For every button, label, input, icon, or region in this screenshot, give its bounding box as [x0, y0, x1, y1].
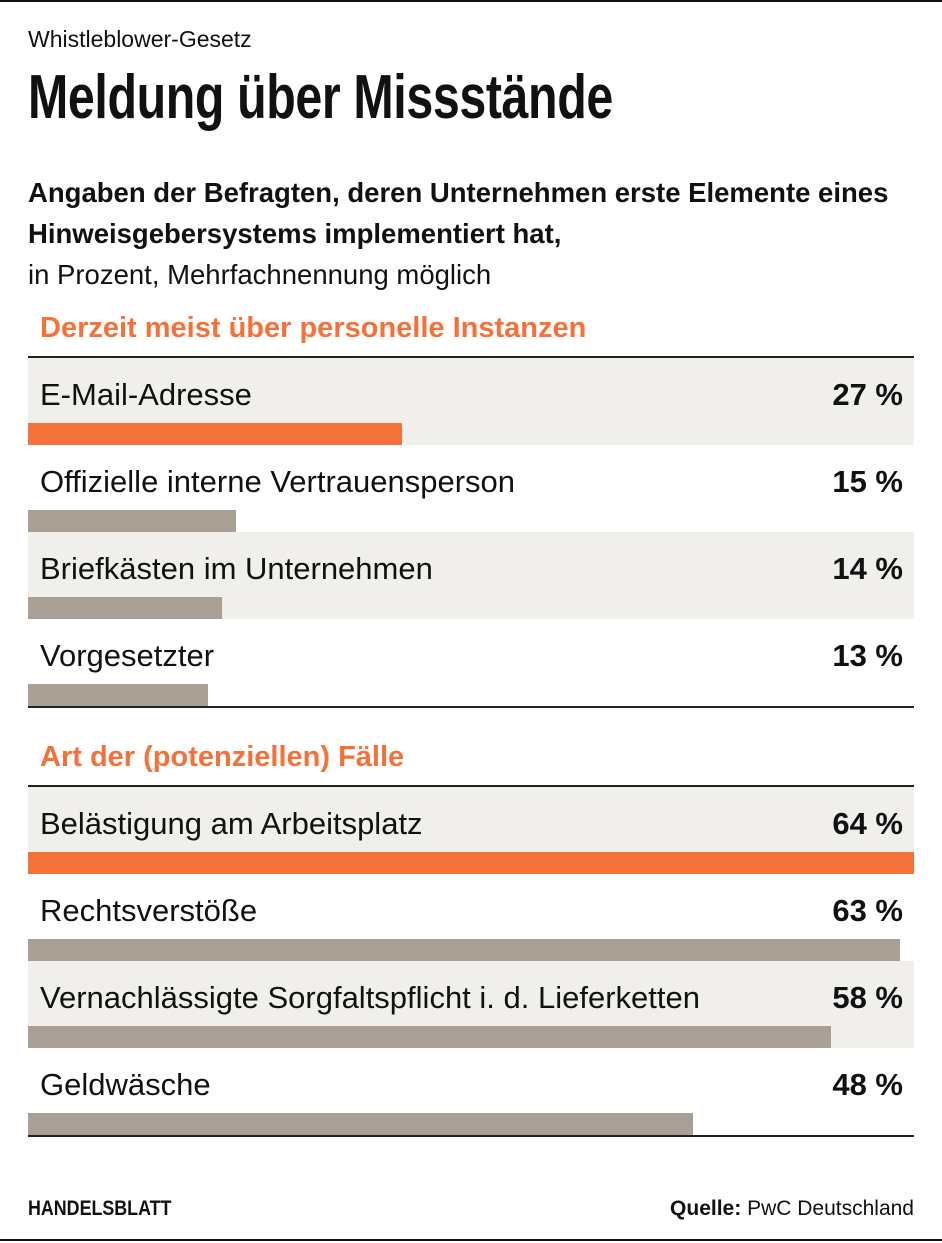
bar-label: Geldwäsche: [40, 1067, 211, 1102]
bar-label: Briefkästen im Unternehmen: [40, 551, 433, 586]
subtitle-bold: Angaben der Befragten, deren Unternehmen…: [28, 177, 889, 249]
value-label: 14 %: [832, 551, 903, 586]
bar-row: Belästigung am Arbeitsplatz 64 %: [28, 787, 914, 874]
kicker: Whistleblower-Gesetz: [28, 26, 252, 52]
bar: [28, 1026, 831, 1048]
source-label: Quelle:: [670, 1197, 742, 1220]
section-title: Derzeit meist über personelle Instanzen: [40, 312, 587, 344]
bar-row: Geldwäsche 48 %: [28, 1048, 914, 1135]
section-cases: Art der (potenziellen) Fälle Belästigung…: [28, 741, 914, 1137]
bar-label: Vorgesetzter: [40, 638, 215, 673]
subtitle-regular: in Prozent, Mehrfachnennung möglich: [28, 259, 492, 290]
bar-row: Vorgesetzter 13 %: [28, 619, 914, 706]
bar-row: Rechtsverstöße 63 %: [28, 874, 914, 961]
value-label: 15 %: [832, 464, 903, 499]
source: Quelle: PwC Deutschland: [670, 1197, 914, 1221]
section-instances: Derzeit meist über personelle Instanzen …: [28, 312, 914, 708]
bar: [28, 684, 208, 706]
bar: [28, 852, 914, 874]
bar-row: E-Mail-Adresse 27 %: [28, 358, 914, 445]
chart-title: Meldung über Missstände: [28, 63, 613, 132]
source-value: PwC Deutschland: [747, 1197, 914, 1220]
bar-label: Belästigung am Arbeitsplatz: [40, 806, 423, 841]
value-label: 64 %: [832, 806, 903, 841]
top-rule: [0, 0, 942, 2]
bar: [28, 597, 222, 619]
bar-row: Offizielle interne Vertrauensperson 15 %: [28, 445, 914, 532]
bar: [28, 1113, 693, 1135]
value-label: 13 %: [832, 638, 903, 673]
bar-row: Vernachlässigte Sorgfaltspflicht i. d. L…: [28, 961, 914, 1048]
bar: [28, 510, 236, 532]
bar-label: Rechtsverstöße: [40, 893, 258, 928]
value-label: 48 %: [832, 1067, 903, 1102]
bottom-rule: [0, 1239, 942, 1241]
bar: [28, 423, 402, 445]
bar-list: E-Mail-Adresse 27 % Offizielle interne Ver…: [28, 356, 914, 708]
brand-logo: HANDELSBLATT: [28, 1197, 172, 1220]
value-label: 27 %: [832, 377, 903, 412]
bar-list: Belästigung am Arbeitsplatz 64 % Rechtsver…: [28, 785, 914, 1137]
bar: [28, 939, 901, 961]
bar-label: Offizielle interne Vertrauensperson: [40, 464, 516, 499]
bar-label: Vernachlässigte Sorgfaltspflicht i. d. L…: [40, 980, 700, 1015]
value-label: 63 %: [832, 893, 903, 928]
value-label: 58 %: [832, 980, 903, 1015]
section-title: Art der (potenziellen) Fälle: [40, 741, 405, 773]
subtitle: Angaben der Befragten, deren Unternehmen…: [28, 172, 928, 295]
bar-row: Briefkästen im Unternehmen 14 %: [28, 532, 914, 619]
bar-label: E-Mail-Adresse: [40, 377, 252, 412]
